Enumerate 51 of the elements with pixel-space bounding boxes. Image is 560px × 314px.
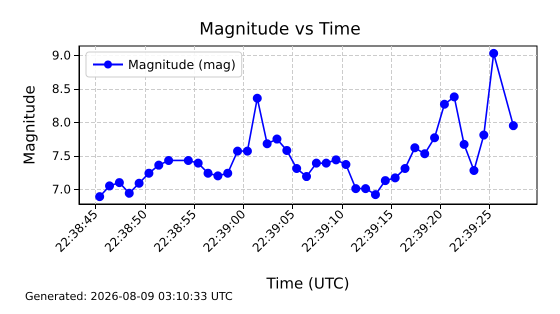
point [450,92,459,102]
point [380,176,390,186]
point [302,172,312,182]
point [213,171,222,180]
point [370,190,380,200]
point [194,158,203,168]
point [95,192,104,202]
y-axis-title: Magnitude [20,85,38,165]
y-tick-label: 8.5 [52,82,71,96]
point [489,48,498,58]
point [105,181,114,190]
chart-title: Magnitude vs Time [199,20,361,40]
point [332,155,341,164]
point [252,94,262,103]
point [410,143,420,152]
point [361,184,370,194]
point [420,149,430,158]
y-tick-label: 7.0 [52,182,71,196]
point [430,133,440,142]
point [242,146,252,156]
point [351,184,360,194]
legend-label: Magnitude (mag) [128,57,236,72]
point [292,164,302,174]
point [154,160,164,170]
point [479,130,488,140]
y-tick-label: 7.5 [52,148,71,163]
x-axis-title: Time (UTC) [266,274,350,292]
point [282,146,292,155]
point [312,158,321,168]
point [400,164,410,174]
y-tick-label: 9.0 [52,48,71,62]
point [164,156,174,165]
point [223,168,232,178]
text: Generated: 2026-08-09 03:10:33 UTC [25,290,234,303]
point [262,139,272,148]
point [204,168,213,178]
point [341,160,350,169]
point [272,134,282,144]
point [134,178,144,188]
point [460,140,469,149]
point [233,146,242,156]
y-tick-label: 8.0 [52,115,71,130]
point [124,188,134,198]
point [184,156,193,165]
point [114,178,124,188]
point [440,100,449,109]
point [508,121,518,130]
point [390,173,400,182]
point [322,158,331,168]
point [469,166,478,176]
point [144,168,154,178]
